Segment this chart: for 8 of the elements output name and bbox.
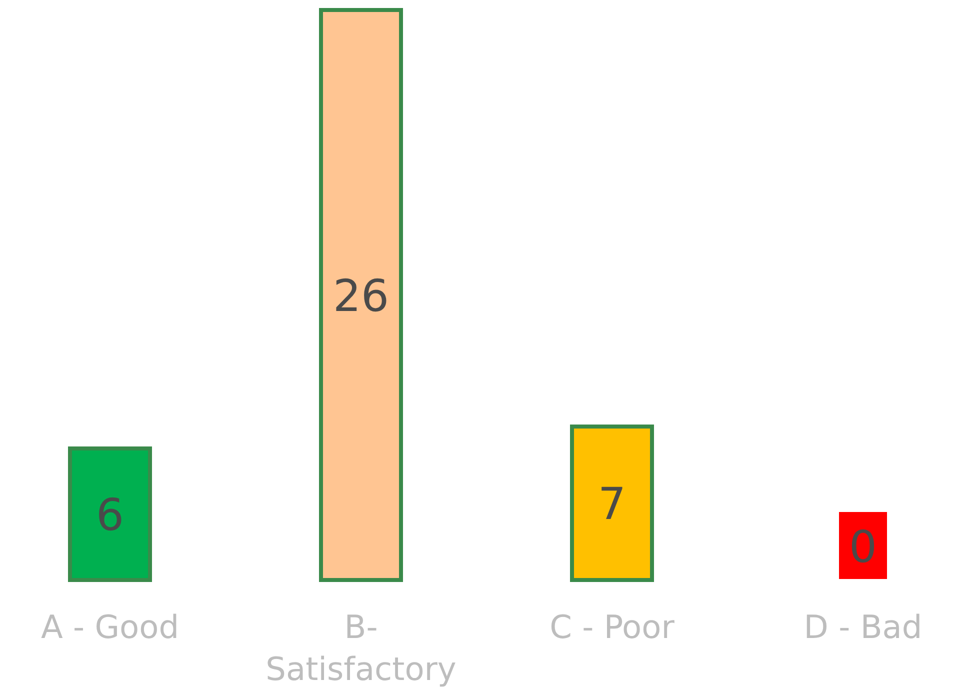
x-tick-label: A - Good bbox=[40, 608, 180, 646]
data-label: 0 bbox=[849, 522, 877, 573]
data-label: 26 bbox=[333, 270, 389, 322]
x-tick-label: C - Poor bbox=[550, 608, 676, 646]
x-tick-label: B- Satisfactory bbox=[266, 608, 456, 688]
data-label: 7 bbox=[598, 479, 626, 530]
data-label: 6 bbox=[96, 490, 124, 542]
x-tick-label: D - Bad bbox=[804, 608, 922, 646]
